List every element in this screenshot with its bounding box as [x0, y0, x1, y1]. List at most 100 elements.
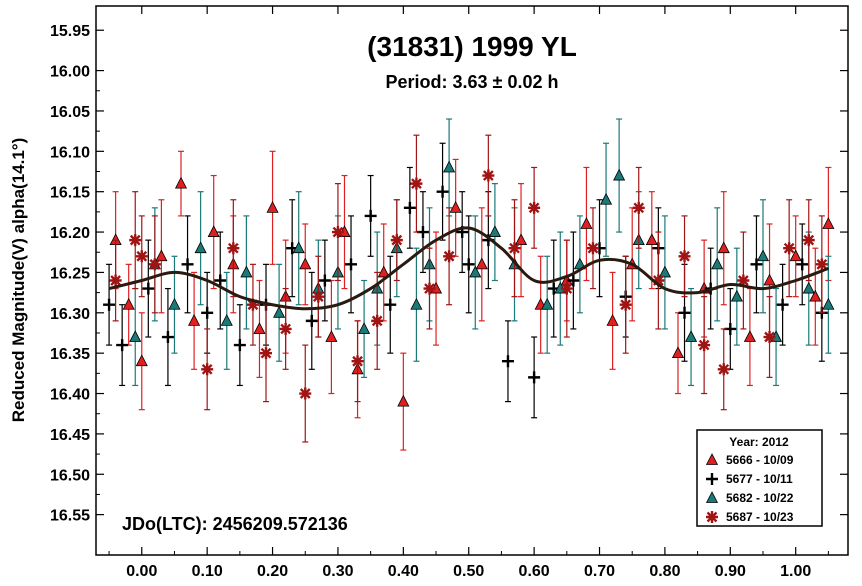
triangle-marker — [325, 330, 338, 342]
legend-title: Year: 2012 — [729, 435, 789, 449]
asterisk-marker — [299, 387, 312, 400]
plus-marker — [384, 298, 397, 311]
asterisk-marker — [227, 242, 240, 255]
asterisk-marker — [815, 258, 828, 271]
triangle-marker — [273, 305, 286, 318]
x-tick-label: 0.50 — [453, 563, 484, 580]
triangle-marker — [730, 289, 743, 302]
legend-entry-label: 5687 - 10/23 — [726, 510, 794, 524]
y-tick-label: 16.20 — [50, 225, 90, 242]
triangle-marker — [789, 249, 802, 262]
triangle-marker — [606, 313, 619, 326]
series-2 — [103, 142, 828, 419]
legend-entry: 5666 - 10/09 — [705, 453, 794, 467]
triangle-marker — [717, 241, 730, 254]
triangle-marker — [763, 273, 776, 286]
triangle-marker — [475, 257, 488, 270]
y-tick-label: 16.15 — [50, 185, 90, 202]
triangle-marker — [266, 200, 279, 213]
triangle-marker — [599, 192, 613, 205]
y-tick-label: 16.30 — [50, 306, 90, 323]
plus-marker — [776, 298, 789, 311]
triangle-marker — [129, 330, 142, 342]
triangle-marker — [802, 281, 815, 294]
triangle-marker — [299, 257, 312, 270]
asterisk-marker — [279, 322, 292, 335]
axis-ticks — [96, 6, 848, 555]
triangle-marker — [671, 346, 685, 359]
plus-marker — [462, 258, 475, 271]
triangle-marker — [410, 297, 423, 310]
asterisk-marker — [802, 234, 815, 247]
asterisk-marker — [260, 347, 273, 360]
plus-marker — [305, 314, 318, 327]
triangle-marker — [397, 394, 410, 407]
plus-marker — [706, 473, 718, 485]
x-tick-labels: 0.00 0.10 0.20 0.30 0.40 0.50 0.60 0.70 0.80 0.90… — [126, 563, 811, 580]
y-tick-label: 16.55 — [50, 508, 90, 525]
asterisk-marker — [763, 331, 776, 344]
x-tick-label: 1.00 — [780, 563, 811, 580]
triangle-marker — [580, 217, 593, 229]
asterisk-marker — [737, 274, 750, 287]
chart-title: (31831) 1999 YL — [367, 31, 577, 62]
triangle-marker — [194, 241, 207, 254]
plus-marker — [161, 331, 174, 344]
triangle-marker — [756, 249, 770, 262]
x-tick-label: 0.10 — [192, 563, 223, 580]
plus-marker — [103, 298, 116, 311]
x-tick-label: 0.00 — [126, 563, 157, 580]
triangle-marker — [514, 233, 528, 246]
triangle-marker — [358, 322, 371, 334]
triangle-marker — [253, 322, 266, 334]
y-tick-label: 16.00 — [50, 64, 90, 81]
triangle-marker — [469, 265, 482, 278]
triangle-marker — [220, 313, 233, 326]
triangle-marker — [135, 354, 148, 367]
asterisk-marker — [201, 363, 214, 376]
plus-marker — [501, 355, 514, 368]
asterisk-marker — [698, 339, 711, 352]
plus-marker — [181, 258, 194, 271]
asterisk-marker — [586, 242, 599, 255]
plus-marker — [364, 209, 377, 222]
asterisk-marker — [619, 298, 632, 311]
y-tick-label: 16.35 — [50, 346, 90, 363]
triangle-marker — [822, 217, 835, 229]
y-tick-label: 16.05 — [50, 104, 90, 121]
triangle-marker — [168, 297, 181, 310]
chart-subtitle: Period: 3.63 ± 0.02 h — [386, 72, 559, 92]
triangle-marker — [711, 257, 724, 270]
plus-marker — [233, 339, 246, 352]
plus-marker — [403, 201, 416, 214]
asterisk-marker — [246, 298, 259, 311]
asterisk-marker — [423, 282, 436, 295]
triangle-marker — [377, 265, 390, 278]
legend-entry-label: 5666 - 10/09 — [726, 453, 794, 467]
x-tick-label: 0.30 — [322, 563, 353, 580]
x-tick-label: 0.90 — [715, 563, 746, 580]
y-tick-label: 16.25 — [50, 265, 90, 282]
triangle-marker — [443, 160, 456, 173]
asterisk-marker — [678, 250, 691, 263]
legend-entry: 5687 - 10/23 — [706, 510, 794, 524]
y-tick-label: 15.95 — [50, 23, 90, 40]
triangle-marker — [645, 233, 658, 246]
asterisk-marker — [443, 250, 456, 263]
y-tick-label: 16.40 — [50, 387, 90, 404]
asterisk-marker — [528, 201, 541, 214]
legend-entry-label: 5677 - 10/11 — [726, 472, 793, 486]
asterisk-marker — [312, 290, 325, 303]
asterisk-marker — [652, 274, 665, 287]
y-axis-label: Reduced Magnitude(V) alpha(14.1°) — [9, 138, 28, 423]
y-tick-label: 16.10 — [50, 144, 90, 161]
triangle-marker — [207, 225, 220, 237]
plus-marker — [345, 258, 358, 271]
asterisk-marker — [706, 511, 718, 523]
triangle-marker — [188, 313, 201, 326]
y-tick-labels: 15.95 16.00 16.05 16.10 16.15 16.20 16.25 16.30… — [50, 23, 90, 524]
legend-entry: 5682 - 10/22 — [705, 491, 794, 505]
triangle-marker — [705, 491, 719, 503]
fit-curve — [108, 226, 829, 311]
